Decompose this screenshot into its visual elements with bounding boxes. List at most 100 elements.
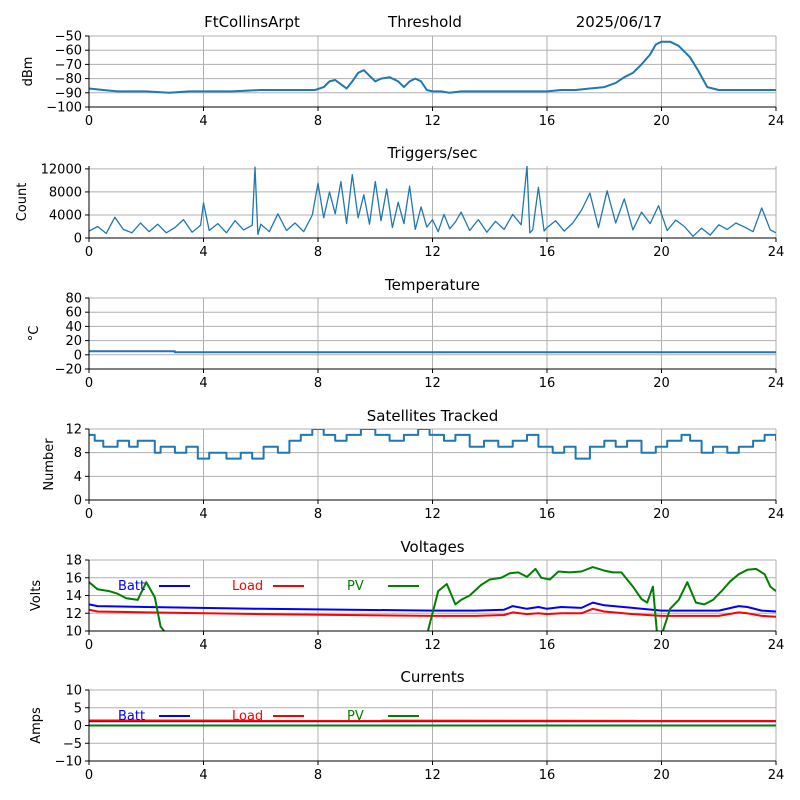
x-tick-label: 16: [539, 376, 556, 391]
y-axis-label: Number: [42, 438, 57, 491]
series-line-threshold: [89, 40, 776, 94]
x-tick-label: 12: [424, 245, 441, 260]
series-line-temperature: [89, 350, 776, 354]
x-tick-label: 8: [314, 507, 322, 522]
x-tick-label: 4: [199, 638, 207, 653]
x-tick-label: 4: [199, 114, 207, 129]
y-tick-label: −80: [55, 72, 82, 87]
y-tick-label: 60: [65, 306, 82, 321]
y-axis-label: Volts: [29, 580, 44, 612]
x-tick-label: 8: [314, 768, 322, 783]
x-tick-label: 0: [85, 507, 93, 522]
x-tick-label: 4: [199, 768, 207, 783]
y-tick-label: 40: [65, 320, 82, 335]
x-tick-label: 8: [314, 376, 322, 391]
x-tick-label: 4: [199, 507, 207, 522]
x-tick-label: 12: [424, 507, 441, 522]
x-tick-label: 16: [539, 768, 556, 783]
x-tick-label: 20: [653, 114, 670, 129]
y-tick-label: −5: [63, 737, 82, 752]
x-tick-label: 20: [653, 245, 670, 260]
x-tick-label: 4: [199, 376, 207, 391]
series-line-satellites: [89, 429, 776, 460]
x-tick-label: 8: [314, 638, 322, 653]
x-tick-label: 24: [768, 114, 785, 129]
y-tick-label: −100: [46, 101, 82, 116]
x-tick-label: 16: [539, 114, 556, 129]
y-tick-label: 12: [65, 607, 82, 622]
y-tick-label: 10: [65, 625, 82, 640]
x-tick-label: 12: [424, 376, 441, 391]
legend-label-batt: Batt: [118, 709, 145, 724]
y-tick-label: 12000: [41, 162, 82, 177]
y-tick-label: 5: [74, 701, 82, 716]
y-tick-label: −60: [55, 44, 82, 59]
header-date: 2025/06/17: [576, 13, 662, 31]
y-axis-label: dBm: [21, 57, 36, 87]
x-tick-label: 20: [653, 638, 670, 653]
y-tick-label: −90: [55, 86, 82, 101]
panel-title: Triggers/sec: [387, 144, 478, 162]
y-tick-label: −10: [55, 755, 82, 770]
x-tick-label: 0: [85, 245, 93, 260]
y-axis-label: Amps: [29, 707, 44, 744]
y-tick-label: 14: [65, 589, 82, 604]
y-tick-label: 18: [65, 554, 82, 569]
x-tick-label: 12: [424, 114, 441, 129]
y-tick-label: 20: [65, 334, 82, 349]
x-tick-label: 24: [768, 768, 785, 783]
panel-title: Temperature: [384, 276, 480, 294]
panel-title: Currents: [400, 668, 464, 686]
y-axis-label: °C: [27, 326, 42, 342]
y-tick-label: 4: [74, 470, 82, 485]
x-tick-label: 16: [539, 638, 556, 653]
x-tick-label: 4: [199, 245, 207, 260]
x-tick-label: 20: [653, 507, 670, 522]
y-tick-label: 8000: [49, 185, 82, 200]
y-tick-label: −20: [55, 363, 82, 378]
series-line-batt: [89, 601, 776, 613]
x-tick-label: 12: [424, 768, 441, 783]
y-tick-label: 0: [74, 348, 82, 363]
series-line-triggers: [89, 166, 776, 237]
legend-label-load: Load: [232, 709, 263, 724]
y-tick-label: 4000: [49, 208, 82, 223]
x-tick-label: 12: [424, 638, 441, 653]
x-tick-label: 24: [768, 507, 785, 522]
y-tick-label: 0: [74, 232, 82, 247]
y-tick-label: −70: [55, 58, 82, 73]
x-tick-label: 24: [768, 376, 785, 391]
y-tick-label: 16: [65, 571, 82, 586]
y-tick-label: 0: [74, 719, 82, 734]
x-tick-label: 0: [85, 768, 93, 783]
x-tick-label: 0: [85, 376, 93, 391]
series-line-load: [89, 607, 776, 618]
y-tick-label: 80: [65, 292, 82, 307]
header-station: FtCollinsArpt: [204, 13, 300, 31]
x-tick-label: 20: [653, 768, 670, 783]
y-axis-label: Count: [15, 183, 30, 222]
x-tick-label: 8: [314, 114, 322, 129]
legend-label-load: Load: [232, 579, 263, 594]
legend-label-batt: Batt: [118, 579, 145, 594]
y-tick-label: 12: [65, 423, 82, 438]
panel-title: Satellites Tracked: [367, 407, 498, 425]
series-line-pv: [89, 566, 776, 631]
panel-title: Voltages: [400, 538, 464, 556]
y-tick-label: 0: [74, 494, 82, 509]
x-tick-label: 24: [768, 245, 785, 260]
legend-label-pv: PV: [347, 579, 364, 594]
legend-label-pv: PV: [347, 709, 364, 724]
x-tick-label: 0: [85, 638, 93, 653]
y-tick-label: 8: [74, 446, 82, 461]
x-tick-label: 20: [653, 376, 670, 391]
y-tick-label: −50: [55, 30, 82, 45]
x-tick-label: 8: [314, 245, 322, 260]
header-mode: Threshold: [387, 13, 462, 31]
x-tick-label: 16: [539, 507, 556, 522]
x-tick-label: 24: [768, 638, 785, 653]
x-tick-label: 0: [85, 114, 93, 129]
y-tick-label: 10: [65, 684, 82, 699]
